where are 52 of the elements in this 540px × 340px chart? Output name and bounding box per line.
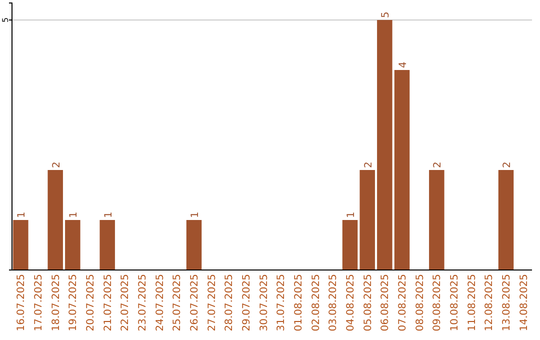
x-tick-label: 16.07.2025: [16, 274, 28, 332]
data-label: 4: [398, 62, 409, 68]
bar: [342, 220, 358, 270]
bar: [377, 20, 392, 270]
x-tick-label: 23.07.2025: [138, 274, 148, 332]
x-tick-label: 24.07.2025: [154, 274, 166, 332]
data-label: 1: [68, 212, 80, 218]
x-tick-label: 19.07.2025: [68, 274, 80, 332]
bar: [360, 170, 375, 270]
x-tick-label: 31.07.2025: [276, 274, 288, 332]
x-tick-label: 08.08.2025: [414, 274, 426, 332]
x-tick-label: 25.07.2025: [172, 274, 184, 332]
x-tick-label: 04.08.2025: [346, 274, 356, 332]
bar: [498, 170, 514, 270]
x-tick-label: 02.08.2025: [310, 274, 322, 332]
x-tick-label: 11.08.2025: [466, 274, 478, 332]
data-label: 5: [380, 12, 392, 18]
bar: [65, 220, 80, 270]
data-label: 2: [502, 162, 513, 168]
x-tick-label: 27.07.2025: [206, 274, 218, 332]
x-tick-label: 29.07.2025: [242, 274, 252, 332]
x-tick-label: 12.08.2025: [484, 274, 496, 332]
x-tick-label: 20.07.2025: [86, 274, 96, 332]
bar: [429, 170, 444, 270]
data-label: 1: [346, 212, 357, 218]
data-label: 1: [103, 212, 114, 218]
x-tick-label: 28.07.2025: [224, 274, 236, 332]
x-tick-label: 17.07.2025: [34, 274, 44, 332]
data-label: 2: [363, 162, 374, 168]
data-label: 2: [432, 162, 444, 168]
x-tick-label: 09.08.2025: [432, 274, 444, 332]
x-tick-label: 13.08.2025: [502, 274, 512, 332]
x-tick-label: 03.08.2025: [328, 274, 340, 332]
bar: [100, 220, 115, 270]
x-tick-label: 21.07.2025: [102, 274, 114, 332]
bar: [394, 70, 410, 270]
x-tick-label: 22.07.2025: [120, 274, 132, 332]
x-tick-label: 14.08.2025: [518, 274, 530, 332]
x-tick-label: 10.08.2025: [450, 274, 460, 332]
data-label: 1: [190, 212, 201, 218]
x-tick-label: 05.08.2025: [362, 274, 374, 332]
x-tick-label: 01.08.2025: [294, 274, 304, 332]
x-tick-label: 26.07.2025: [190, 274, 200, 332]
x-tick-label: 06.08.2025: [380, 274, 392, 332]
bar: [13, 220, 28, 270]
bar: [48, 170, 63, 270]
x-tick-label: 18.07.2025: [50, 274, 62, 332]
bar: [186, 220, 202, 270]
x-tick-label: 30.07.2025: [258, 274, 270, 332]
x-tick-label: 07.08.2025: [398, 274, 408, 332]
data-label: 2: [51, 162, 62, 168]
data-label: 1: [16, 212, 28, 218]
